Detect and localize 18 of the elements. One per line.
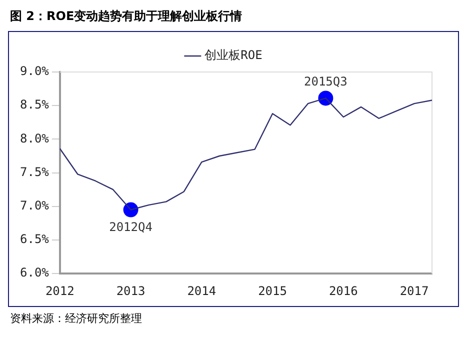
legend-label: 创业板ROE [204,48,262,62]
y-tick-label: 8.5% [20,98,50,112]
x-tick-label: 2017 [400,284,429,298]
annotation: 2015Q3 [304,74,348,88]
x-tick-label: 2013 [116,284,146,298]
x-tick-label: 2012 [45,284,74,298]
y-tick-label: 7.0% [20,198,50,213]
x-tick-label: 2014 [187,284,216,298]
y-tick-label: 7.5% [20,164,50,179]
y-tick-label: 8.0% [20,131,50,146]
y-tick-label: 6.5% [20,232,50,246]
x-tick-label: 2016 [328,284,358,298]
y-tick-label: 9.0% [20,64,50,78]
chart-title: 图 2：ROE变动趋势有助于理解创业板行情 [10,8,244,25]
text: 资料来源：经济研究所整理 [10,311,143,326]
y-tick-label: 6.0% [20,266,50,280]
annotation: 2012Q4 [109,220,152,234]
x-tick-label: 2015 [258,284,287,298]
